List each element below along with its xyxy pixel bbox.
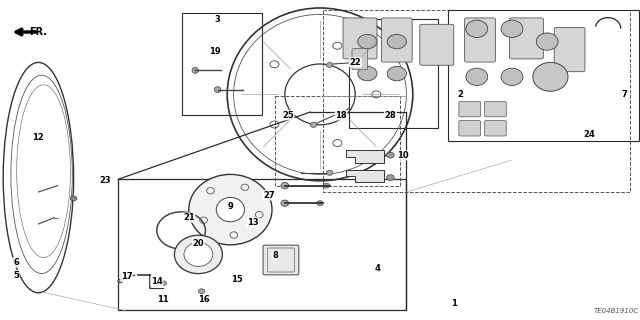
- Ellipse shape: [317, 201, 323, 206]
- Ellipse shape: [281, 182, 289, 189]
- Text: 11: 11: [157, 295, 169, 304]
- Ellipse shape: [536, 33, 558, 50]
- Text: 4: 4: [374, 264, 381, 273]
- Ellipse shape: [160, 281, 166, 285]
- Ellipse shape: [358, 67, 377, 81]
- Ellipse shape: [466, 20, 488, 37]
- Text: TE04B1910C: TE04B1910C: [593, 308, 639, 314]
- FancyBboxPatch shape: [343, 18, 377, 59]
- FancyBboxPatch shape: [465, 18, 495, 62]
- FancyBboxPatch shape: [381, 18, 412, 62]
- Ellipse shape: [387, 35, 406, 49]
- FancyBboxPatch shape: [484, 101, 506, 117]
- Ellipse shape: [198, 289, 205, 294]
- Text: 21: 21: [183, 213, 195, 222]
- Text: 10: 10: [397, 151, 409, 160]
- FancyBboxPatch shape: [352, 49, 367, 70]
- Text: 28: 28: [385, 111, 396, 120]
- Text: 18: 18: [335, 111, 347, 120]
- Ellipse shape: [214, 87, 221, 92]
- Text: 1: 1: [451, 300, 458, 308]
- Ellipse shape: [326, 170, 333, 175]
- Ellipse shape: [184, 243, 212, 266]
- Ellipse shape: [281, 200, 289, 206]
- Ellipse shape: [466, 68, 488, 85]
- FancyBboxPatch shape: [554, 28, 585, 72]
- Text: 23: 23: [100, 176, 111, 185]
- Text: 15: 15: [231, 276, 243, 284]
- Text: 22: 22: [349, 58, 361, 67]
- FancyBboxPatch shape: [459, 121, 481, 136]
- Ellipse shape: [192, 68, 198, 73]
- Ellipse shape: [387, 152, 394, 158]
- Ellipse shape: [174, 235, 223, 274]
- FancyBboxPatch shape: [509, 18, 543, 59]
- Text: 2: 2: [458, 90, 464, 99]
- Text: 3: 3: [215, 15, 220, 24]
- Text: 25: 25: [282, 111, 294, 120]
- Text: 19: 19: [209, 47, 220, 56]
- Text: 20: 20: [193, 239, 204, 248]
- Ellipse shape: [70, 196, 77, 201]
- Text: 5: 5: [13, 271, 19, 280]
- Ellipse shape: [326, 62, 333, 68]
- FancyBboxPatch shape: [459, 101, 481, 117]
- Ellipse shape: [358, 35, 377, 49]
- Text: 17: 17: [121, 272, 132, 281]
- Text: 6: 6: [13, 258, 19, 267]
- Text: 14: 14: [151, 277, 163, 286]
- Ellipse shape: [532, 62, 568, 91]
- Ellipse shape: [387, 175, 394, 180]
- FancyBboxPatch shape: [263, 245, 299, 275]
- Text: 24: 24: [583, 130, 595, 139]
- Ellipse shape: [118, 279, 123, 283]
- Ellipse shape: [323, 183, 330, 188]
- Ellipse shape: [216, 197, 244, 222]
- Ellipse shape: [387, 67, 406, 81]
- Ellipse shape: [189, 174, 272, 245]
- Text: 7: 7: [621, 90, 627, 99]
- Polygon shape: [346, 150, 384, 163]
- Text: FR.: FR.: [29, 27, 47, 37]
- Text: 9: 9: [228, 202, 233, 211]
- Text: 13: 13: [247, 218, 259, 227]
- Text: 12: 12: [33, 133, 44, 142]
- FancyBboxPatch shape: [420, 24, 454, 65]
- Ellipse shape: [501, 68, 523, 85]
- Ellipse shape: [501, 20, 523, 37]
- Text: 16: 16: [198, 295, 209, 304]
- Polygon shape: [346, 170, 384, 182]
- FancyBboxPatch shape: [484, 121, 506, 136]
- Text: 27: 27: [263, 191, 275, 200]
- Text: 8: 8: [273, 252, 278, 260]
- Ellipse shape: [310, 122, 317, 127]
